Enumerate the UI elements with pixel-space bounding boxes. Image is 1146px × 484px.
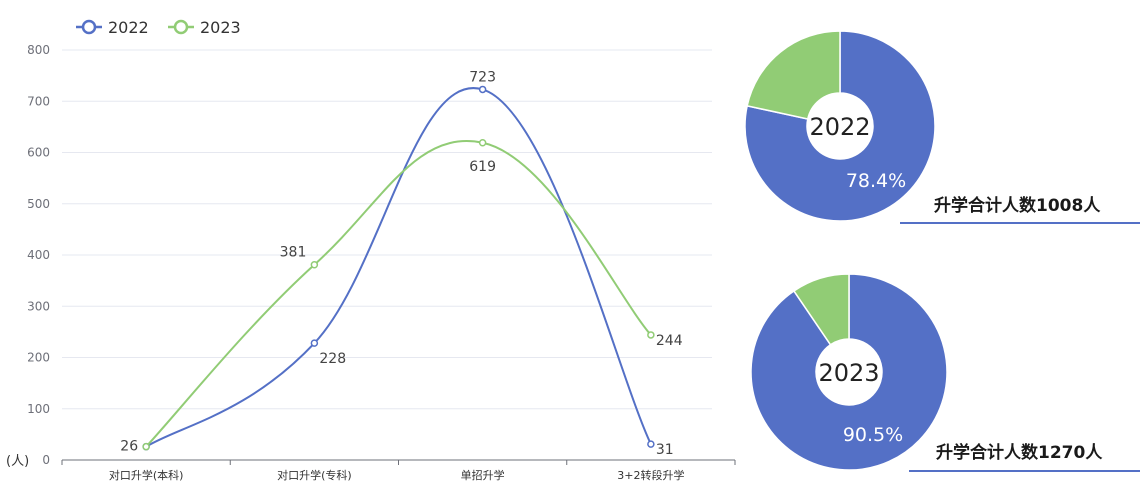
y-tick-label: 0 [42,453,50,467]
donut-slice [746,30,841,120]
x-tick-label: 3+2转段升学 [617,468,684,482]
donut-center-label: 2023 [818,359,879,387]
x-tick-label: 单招升学 [461,468,505,482]
data-label-2022: 723 [469,69,496,85]
y-tick-label: 700 [27,94,50,108]
y-tick-label: 200 [27,351,50,365]
x-tick-label: 对口升学(本科) [109,468,184,482]
donut-slice [744,30,936,222]
line-chart: 0 100 200 300 400 500 600 700 800 对口升学(本科) 对口升学(专科… [6,18,736,482]
data-point-2022 [310,339,319,347]
donut-center-label: 2022 [809,113,870,141]
donut-percent-label: 90.5% [843,424,903,446]
data-point-2023 [478,139,487,147]
data-label-2022: 228 [319,351,346,367]
donut-caption: 升学合计人数1008人 [934,195,1101,216]
data-label-2023: 381 [280,245,307,261]
donut-caption: 升学合计人数1270人 [936,442,1103,463]
y-tick-label: 500 [27,197,50,211]
y-tick-label: 300 [27,299,50,313]
legend-marker-2023 [173,19,189,35]
y-axis-unit-label: (人) [6,454,29,469]
data-label-2023: 26 [120,439,138,455]
data-point-2023 [310,260,319,269]
data-point-2022 [478,85,487,94]
y-tick-label: 800 [27,43,50,57]
donut-chart-2023: 2023 90.5% 升学合计人数1270人 [750,273,1140,472]
x-tick-label: 对口升学(专科) [277,468,352,482]
donut-slice [750,273,948,471]
data-point-2023 [647,331,655,339]
legend-label-2022: 2022 [108,18,149,37]
donut-chart-2022: 2022 78.4% 升学合计人数1008人 [744,30,1140,224]
donut-slice [792,273,850,346]
series-line-2022 [145,87,652,448]
donut-percent-label: 78.4% [846,170,906,192]
y-tick-label: 400 [27,248,50,262]
legend-label-2023: 2023 [200,18,241,37]
data-label-2022: 31 [656,442,674,458]
legend-marker-2022 [81,19,97,35]
y-tick-label: 100 [27,402,50,416]
y-tick-label: 600 [27,146,50,160]
series-line-2023 [145,140,652,448]
data-label-2023: 244 [656,333,683,349]
data-point-2022 [647,440,655,448]
data-point-2023 [142,442,150,451]
data-label-2023: 619 [469,159,496,175]
